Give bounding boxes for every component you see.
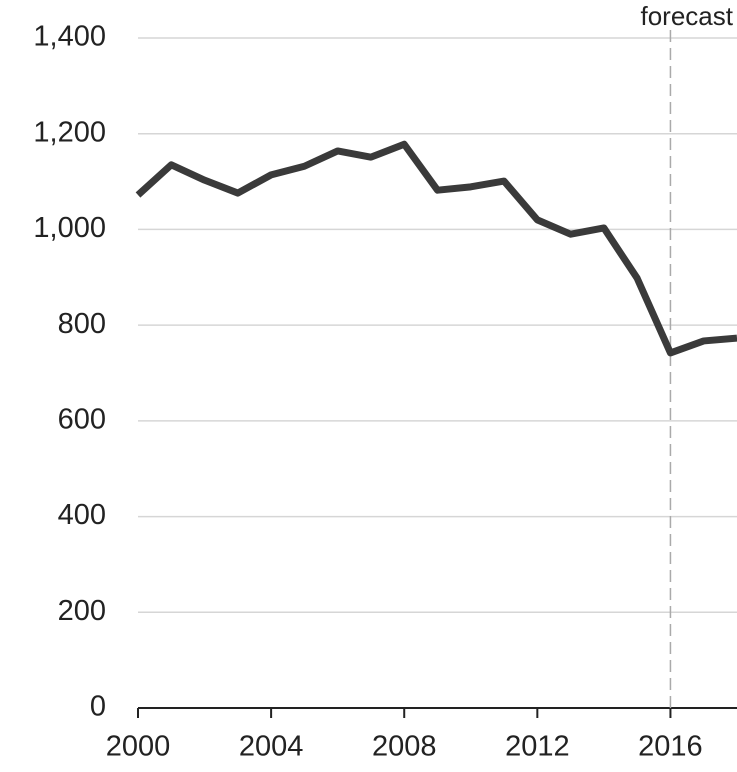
y-tick-label: 600 (58, 404, 106, 436)
x-tick-label: 2012 (505, 731, 570, 763)
y-tick-label: 0 (90, 691, 106, 723)
x-tick-label: 2000 (106, 731, 171, 763)
data-line (135, 140, 737, 357)
y-tick-label: 1,400 (33, 21, 106, 53)
y-tick-label: 1,200 (33, 116, 106, 148)
y-tick-label: 1,000 (33, 212, 106, 244)
x-tick-label: 2008 (372, 731, 437, 763)
x-tick-label: 2004 (239, 731, 304, 763)
y-tick-label: 200 (58, 595, 106, 627)
annotation: forecast (641, 1, 734, 31)
y-tick-label: 400 (58, 499, 106, 531)
y-tick-label: 800 (58, 308, 106, 340)
x-tick-label: 2016 (638, 731, 703, 763)
